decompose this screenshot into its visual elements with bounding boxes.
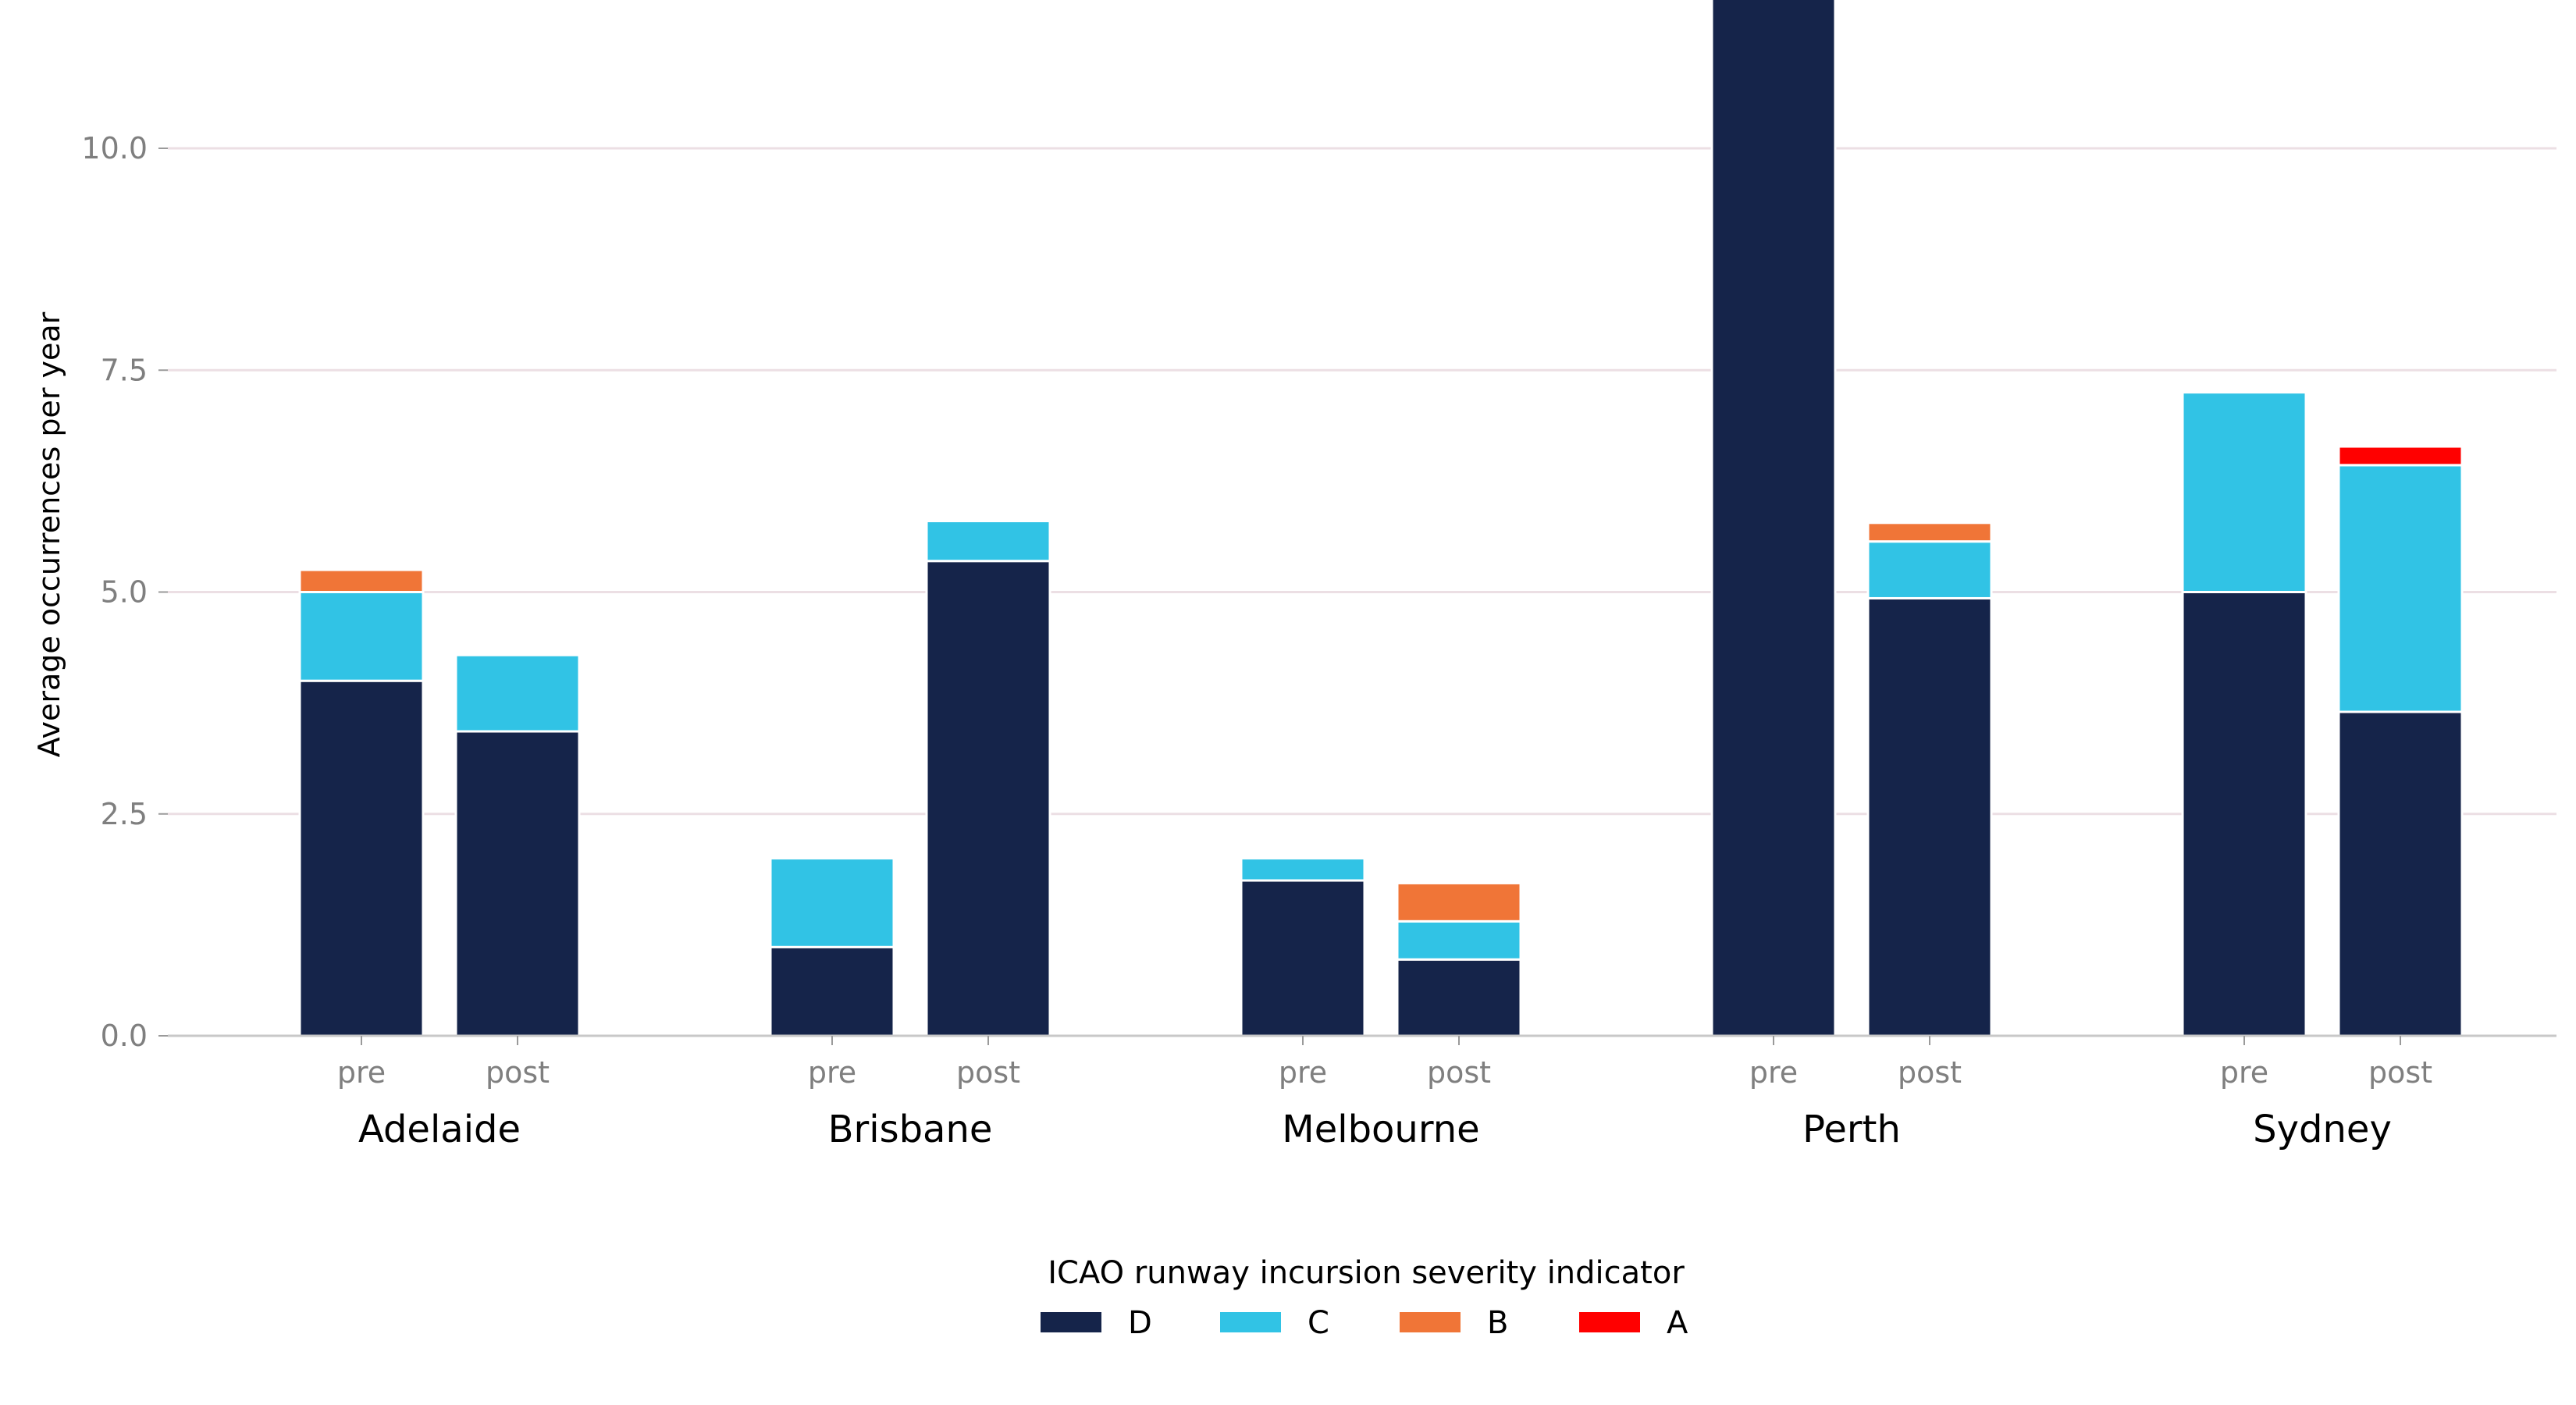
bar-segment-d (1866, 596, 1993, 1037)
legend-swatch-c (1220, 1312, 1281, 1332)
x-subcategory-label: pre (2220, 1055, 2268, 1090)
axis-layer: 0.02.55.07.510.012.515.017.5prepostAdela… (81, 131, 2556, 1151)
legend-title: ICAO runway incursion severity indicator (1048, 1255, 1685, 1291)
bar-segment-c (2337, 464, 2464, 713)
bar-segment-d (769, 945, 895, 1037)
bar-segment-c (298, 591, 425, 682)
bar-segment-b (1866, 521, 1993, 543)
bar-segment-d (298, 679, 425, 1037)
bar-segment-d (1240, 879, 1366, 1037)
y-tick-label: 10.0 (81, 131, 148, 165)
bar-segment-c (1396, 919, 1522, 961)
bar-segment-c (1866, 540, 1993, 599)
x-subcategory-label: post (956, 1055, 1020, 1090)
x-group-label: Perth (1802, 1108, 1901, 1151)
x-subcategory-label: pre (808, 1055, 856, 1090)
x-group-label: Adelaide (358, 1108, 521, 1151)
bars-layer (298, 0, 2464, 1037)
legend-label-d: D (1128, 1305, 1152, 1341)
x-group-label: Brisbane (828, 1108, 993, 1151)
bar-segment-d (1396, 958, 1522, 1037)
bar-segment-c (1240, 857, 1366, 882)
x-subcategory-label: post (486, 1055, 550, 1090)
bar-segment-c (925, 520, 1051, 563)
legend-label-b: B (1487, 1305, 1508, 1341)
x-subcategory-label: pre (1749, 1055, 1798, 1090)
x-subcategory-label: pre (337, 1055, 386, 1090)
y-tick-label: 7.5 (101, 353, 148, 387)
bar-segment-d (1710, 0, 1837, 1037)
legend-swatch-a (1579, 1312, 1640, 1332)
grid-layer (168, 147, 2556, 816)
x-group-label: Melbourne (1282, 1108, 1479, 1151)
x-group-label: Sydney (2253, 1108, 2392, 1151)
y-tick-label: 0.0 (101, 1019, 148, 1053)
bar-segment-a (2337, 445, 2464, 467)
bar-segment-c (454, 653, 581, 733)
bar-segment-d (454, 730, 581, 1037)
bar-segment-d (2337, 710, 2464, 1037)
x-subcategory-label: pre (1279, 1055, 1327, 1090)
x-subcategory-label: post (1427, 1055, 1491, 1090)
legend-swatch-b (1400, 1312, 1461, 1332)
bar-segment-d (925, 560, 1051, 1037)
bar-segment-c (2181, 391, 2307, 593)
legend-label-a: A (1667, 1305, 1688, 1341)
bar-segment-d (2181, 591, 2307, 1037)
bar-segment-b (1396, 881, 1522, 923)
y-tick-label: 2.5 (101, 797, 148, 831)
x-subcategory-label: post (2368, 1055, 2432, 1090)
bar-segment-b (298, 568, 425, 594)
legend-label-c: C (1308, 1305, 1329, 1341)
legend-swatch-d (1041, 1312, 1101, 1332)
y-tick-label: 5.0 (101, 575, 148, 610)
bar-segment-c (769, 857, 895, 948)
y-axis-title: Average occurrences per year (32, 311, 66, 757)
x-subcategory-label: post (1898, 1055, 1962, 1090)
